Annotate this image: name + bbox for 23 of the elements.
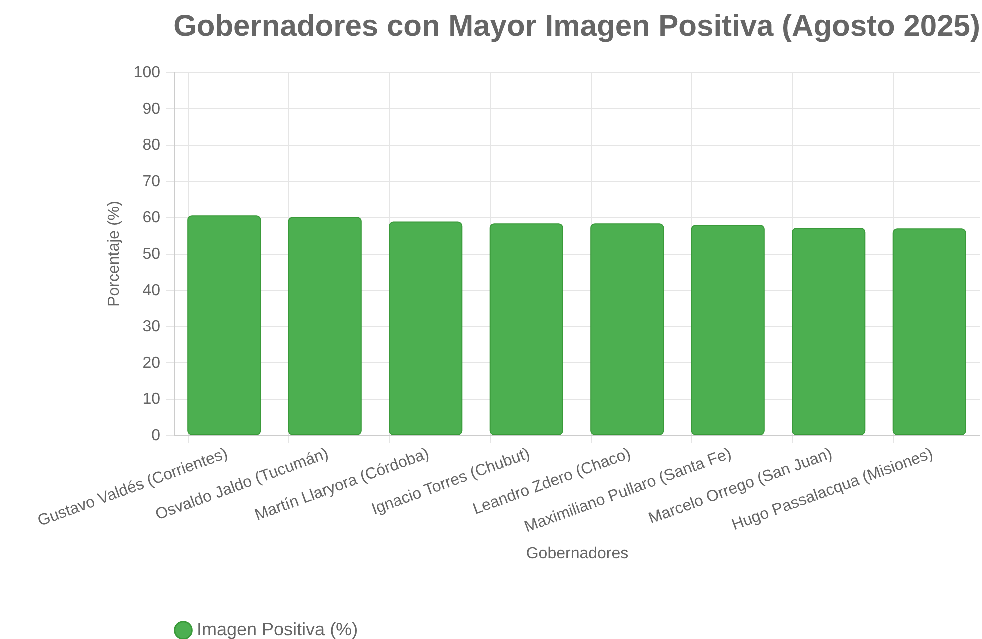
- chart-title: Gobernadores con Mayor Imagen Positiva (Agosto 2025): [174, 10, 980, 43]
- y-tick-label: 90: [142, 100, 161, 118]
- y-tick-label: 40: [142, 282, 161, 300]
- bar: [892, 228, 966, 436]
- y-tick-label: 50: [142, 246, 161, 263]
- bar: [490, 224, 564, 436]
- y-tick-label: 20: [142, 354, 161, 372]
- y-tick-label: 100: [134, 64, 161, 82]
- y-tick-label: 30: [142, 318, 161, 336]
- bar: [691, 225, 765, 436]
- bar: [792, 228, 866, 436]
- y-tick-label: 0: [152, 428, 161, 444]
- y-tick-label: 70: [142, 173, 161, 190]
- y-axis-title: Porcentaje (%): [106, 201, 123, 307]
- bar: [288, 217, 362, 436]
- bar: [188, 216, 262, 436]
- legend-label: Imagen Positiva (%): [197, 620, 358, 639]
- y-tick-label: 10: [142, 391, 161, 408]
- x-axis-title: Gobernadores: [526, 545, 629, 562]
- bar: [590, 224, 664, 436]
- y-tick-label: 80: [142, 137, 161, 154]
- bar: [389, 222, 463, 436]
- y-tick-label: 60: [142, 210, 161, 227]
